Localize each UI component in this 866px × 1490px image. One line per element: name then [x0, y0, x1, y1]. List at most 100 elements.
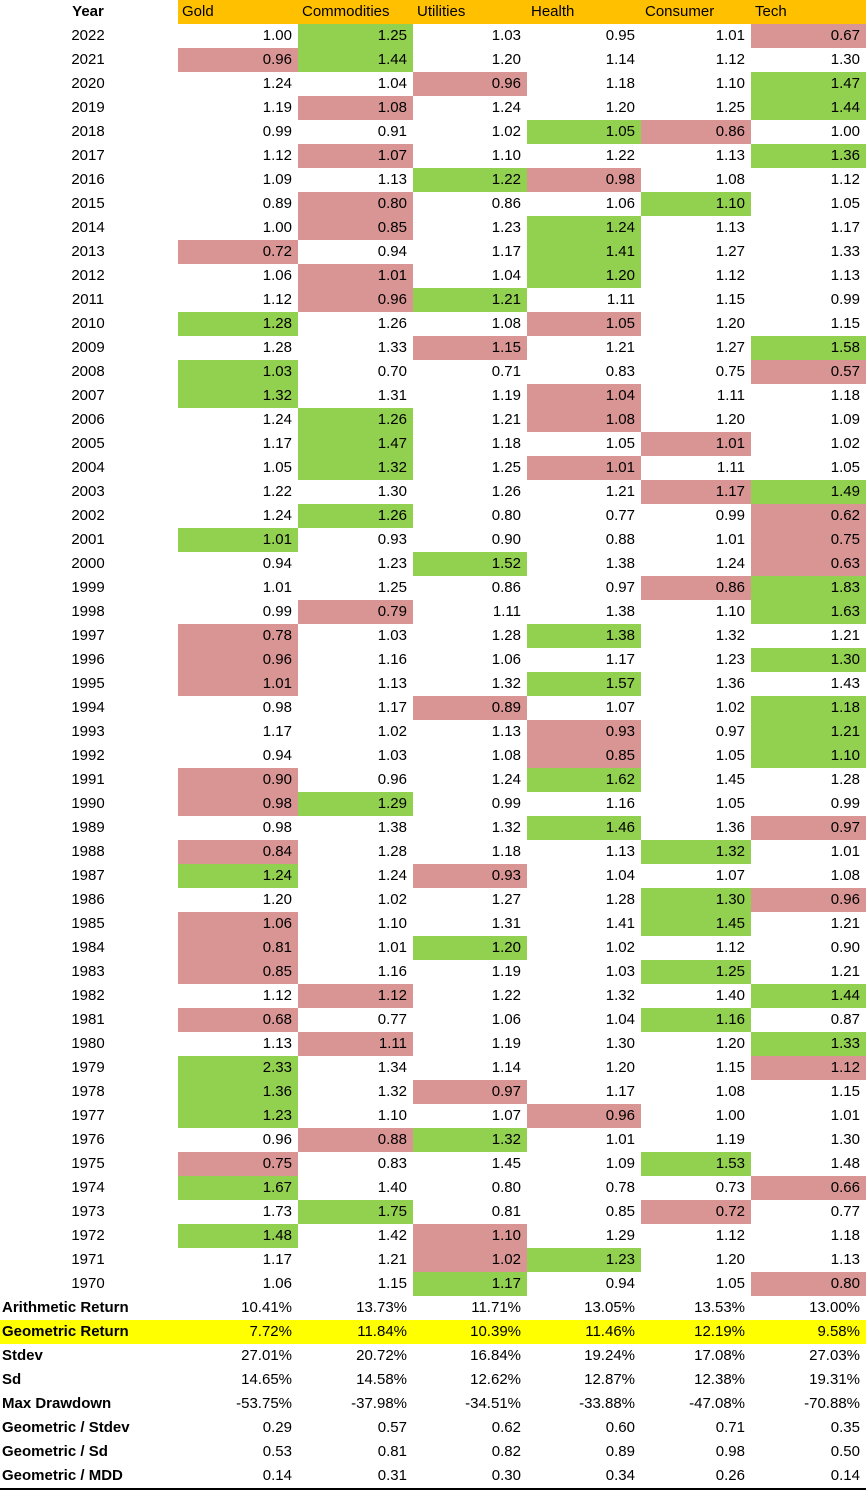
value-cell[interactable]: 1.17: [262, 1251, 292, 1268]
value-cell[interactable]: 1.19: [262, 99, 292, 116]
value-cell[interactable]: 1.36: [715, 675, 745, 692]
summary-value-cell[interactable]: 12.38%: [694, 1371, 745, 1388]
value-cell[interactable]: 1.16: [641, 1008, 751, 1032]
value-cell[interactable]: 1.20: [605, 99, 635, 116]
value-cell[interactable]: 0.96: [751, 888, 866, 912]
value-cell[interactable]: 1.26: [377, 315, 407, 332]
value-cell[interactable]: 1.15: [830, 1083, 860, 1100]
value-cell[interactable]: 0.99: [715, 507, 745, 524]
value-cell[interactable]: 1.17: [377, 699, 407, 716]
value-cell[interactable]: 0.99: [830, 795, 860, 812]
value-cell[interactable]: 1.38: [605, 555, 635, 572]
year-cell[interactable]: 1974: [71, 1179, 105, 1196]
value-cell[interactable]: 1.24: [491, 771, 521, 788]
value-cell[interactable]: 0.81: [491, 1203, 521, 1220]
summary-value-cell[interactable]: 13.53%: [694, 1299, 745, 1316]
value-cell[interactable]: 0.96: [262, 1131, 292, 1148]
value-cell[interactable]: 1.48: [830, 1155, 860, 1172]
value-cell[interactable]: 1.49: [751, 480, 866, 504]
value-cell[interactable]: 1.23: [491, 219, 521, 236]
year-cell[interactable]: 1979: [71, 1059, 105, 1076]
value-cell[interactable]: 0.88: [605, 531, 635, 548]
summary-value-cell[interactable]: 10.41%: [241, 1299, 292, 1316]
value-cell[interactable]: 1.08: [491, 315, 521, 332]
value-cell[interactable]: 1.13: [830, 1251, 860, 1268]
value-cell[interactable]: 0.63: [751, 552, 866, 576]
year-cell[interactable]: 2011: [71, 291, 105, 308]
year-cell[interactable]: 2019: [71, 99, 105, 116]
summary-value-cell[interactable]: 0.53: [262, 1443, 292, 1460]
value-cell[interactable]: 1.01: [605, 1131, 635, 1148]
value-cell[interactable]: 1.12: [830, 171, 860, 188]
value-cell[interactable]: 1.20: [715, 1251, 745, 1268]
value-cell[interactable]: 1.01: [298, 264, 413, 288]
summary-label-cell[interactable]: Stdev: [2, 1347, 43, 1364]
value-cell[interactable]: 1.04: [605, 867, 635, 884]
value-cell[interactable]: 1.32: [178, 384, 298, 408]
value-cell[interactable]: 1.26: [298, 408, 413, 432]
value-cell[interactable]: 1.06: [491, 1011, 521, 1028]
summary-value-cell[interactable]: 11.84%: [298, 1320, 413, 1344]
value-cell[interactable]: 0.79: [298, 600, 413, 624]
value-cell[interactable]: 1.06: [605, 195, 635, 212]
value-cell[interactable]: 0.67: [751, 24, 866, 48]
summary-label-cell[interactable]: Sd: [2, 1371, 22, 1388]
value-cell[interactable]: 1.02: [377, 723, 407, 740]
summary-value-cell[interactable]: 0.31: [298, 1464, 413, 1490]
value-cell[interactable]: 1.02: [715, 699, 745, 716]
value-cell[interactable]: 1.03: [377, 627, 407, 644]
summary-value-cell[interactable]: 0.14: [178, 1464, 298, 1490]
value-cell[interactable]: 1.05: [715, 747, 745, 764]
column-header-commodities[interactable]: Commodities: [298, 0, 413, 24]
year-cell[interactable]: 1976: [71, 1131, 105, 1148]
value-cell[interactable]: 1.42: [377, 1227, 407, 1244]
year-cell[interactable]: 2003: [71, 483, 105, 500]
value-cell[interactable]: 0.93: [413, 864, 527, 888]
value-cell[interactable]: 0.80: [298, 192, 413, 216]
year-cell[interactable]: 2004: [71, 459, 105, 476]
year-cell[interactable]: 1972: [71, 1227, 105, 1244]
value-cell[interactable]: 1.12: [715, 1227, 745, 1244]
value-cell[interactable]: 1.24: [178, 864, 298, 888]
value-cell[interactable]: 1.14: [491, 1059, 521, 1076]
summary-value-cell[interactable]: 12.87%: [584, 1371, 635, 1388]
value-cell[interactable]: 0.62: [751, 504, 866, 528]
value-cell[interactable]: 1.17: [262, 435, 292, 452]
value-cell[interactable]: 0.98: [262, 819, 292, 836]
value-cell[interactable]: 0.98: [262, 699, 292, 716]
summary-label-cell[interactable]: Geometric Return: [0, 1320, 178, 1344]
summary-value-cell[interactable]: -33.88%: [579, 1395, 635, 1412]
value-cell[interactable]: 1.10: [715, 75, 745, 92]
value-cell[interactable]: 1.03: [605, 963, 635, 980]
summary-value-cell[interactable]: 14.65%: [241, 1371, 292, 1388]
value-cell[interactable]: 1.32: [377, 1083, 407, 1100]
value-cell[interactable]: 1.15: [377, 1275, 407, 1292]
value-cell[interactable]: 0.97: [413, 1080, 527, 1104]
summary-value-cell[interactable]: 13.73%: [356, 1299, 407, 1316]
value-cell[interactable]: 1.10: [413, 1224, 527, 1248]
value-cell[interactable]: 1.21: [413, 288, 527, 312]
value-cell[interactable]: 1.05: [527, 120, 641, 144]
year-cell[interactable]: 1981: [71, 1011, 105, 1028]
summary-value-cell[interactable]: 12.62%: [470, 1371, 521, 1388]
value-cell[interactable]: 0.83: [605, 363, 635, 380]
summary-value-cell[interactable]: 27.01%: [241, 1347, 292, 1364]
value-cell[interactable]: 1.00: [830, 123, 860, 140]
year-cell[interactable]: 1997: [71, 627, 105, 644]
year-cell[interactable]: 1970: [71, 1275, 105, 1292]
value-cell[interactable]: 1.14: [605, 51, 635, 68]
year-cell[interactable]: 1995: [71, 675, 105, 692]
value-cell[interactable]: 1.25: [298, 24, 413, 48]
value-cell[interactable]: 1.33: [751, 1032, 866, 1056]
year-cell[interactable]: 1994: [71, 699, 105, 716]
value-cell[interactable]: 1.15: [413, 336, 527, 360]
value-cell[interactable]: 1.19: [491, 1035, 521, 1052]
year-cell[interactable]: 1973: [71, 1203, 105, 1220]
value-cell[interactable]: 0.99: [262, 603, 292, 620]
value-cell[interactable]: 1.17: [605, 1083, 635, 1100]
value-cell[interactable]: 1.53: [641, 1152, 751, 1176]
value-cell[interactable]: 1.13: [605, 843, 635, 860]
value-cell[interactable]: 1.47: [298, 432, 413, 456]
value-cell[interactable]: 0.90: [491, 531, 521, 548]
value-cell[interactable]: 0.94: [262, 555, 292, 572]
